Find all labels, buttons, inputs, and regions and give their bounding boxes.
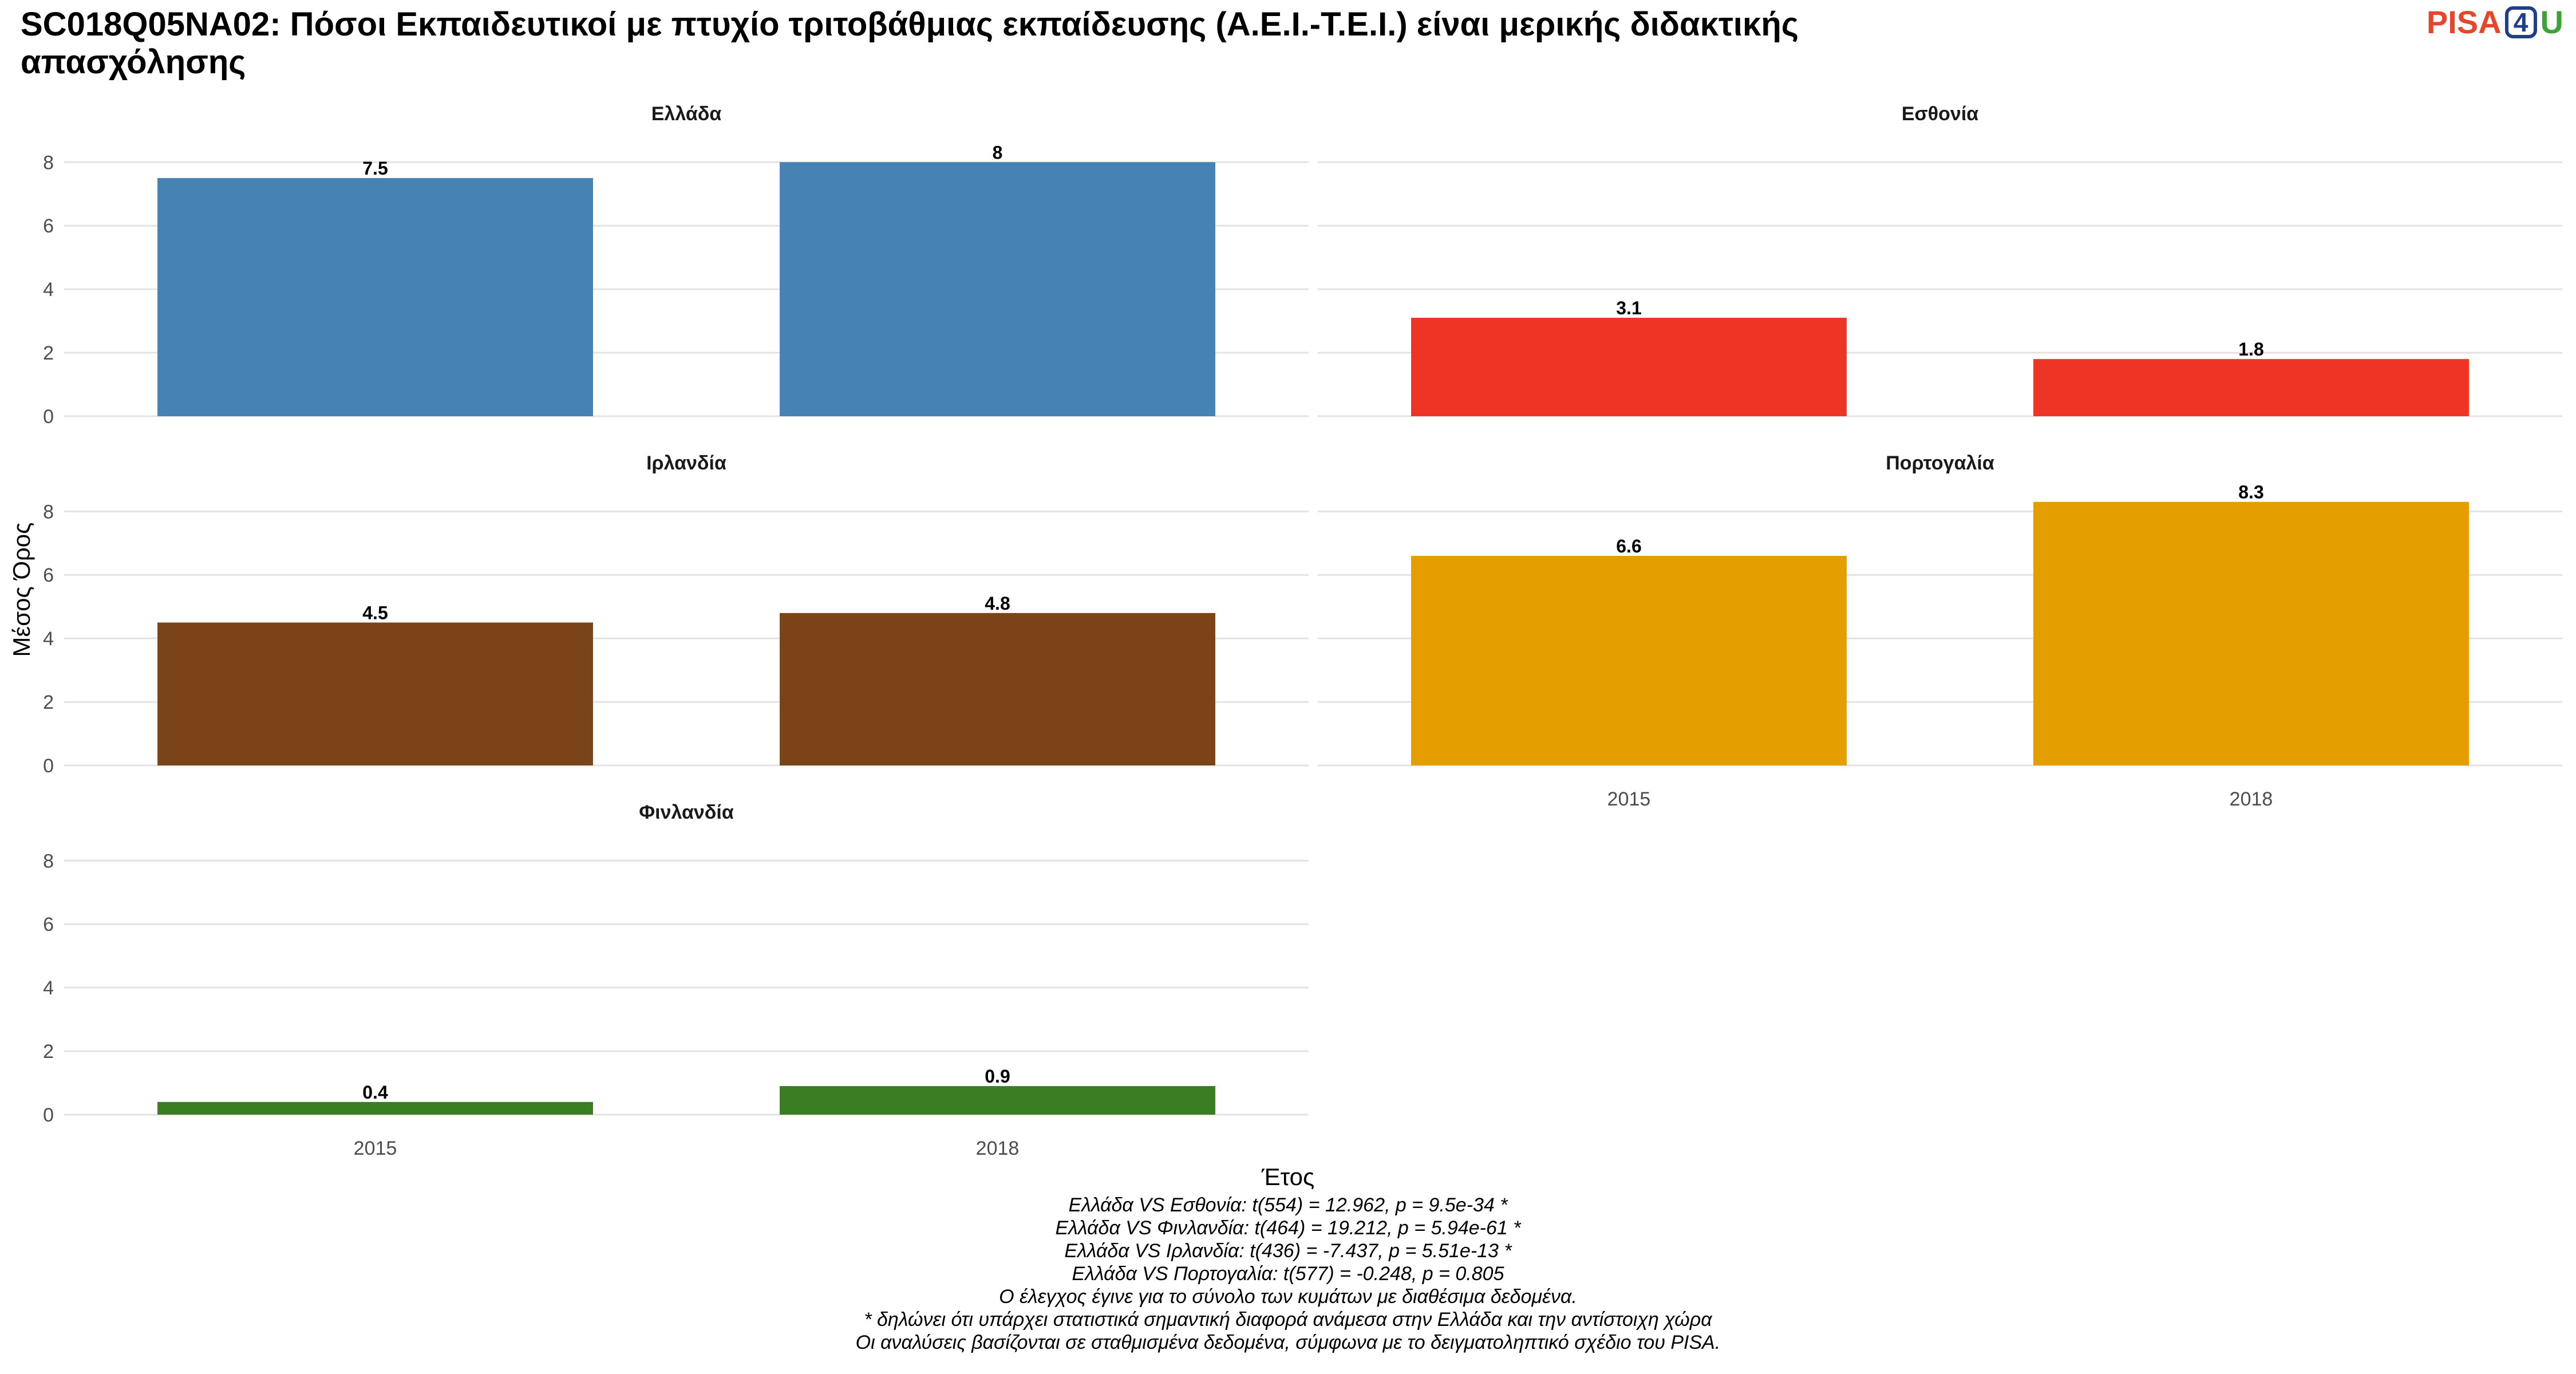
- data-label: 8: [993, 142, 1003, 163]
- y-tick-label: 6: [43, 914, 54, 935]
- footnote-line: Ελλάδα VS Φινλανδία: t(464) = 19.212, p …: [1055, 1217, 1521, 1239]
- data-label: 4.8: [985, 593, 1010, 614]
- y-tick-label: 4: [43, 628, 54, 650]
- x-tick-label: 2018: [976, 1138, 1020, 1159]
- x-tick-label: 2015: [354, 1138, 397, 1159]
- x-axis-title: Έτος: [1261, 1163, 1315, 1190]
- y-tick-label: 2: [43, 1041, 54, 1063]
- bar: [1411, 555, 1847, 765]
- data-label: 7.5: [362, 158, 388, 179]
- bar: [780, 1086, 1215, 1115]
- y-tick-label: 8: [43, 850, 54, 872]
- panel-title: Ελλάδα: [651, 103, 722, 125]
- panel-title: Πορτογαλία: [1886, 452, 1994, 474]
- bar: [1411, 318, 1847, 416]
- bar: [780, 162, 1215, 416]
- logo-text-pisa: PISA: [2426, 4, 2502, 40]
- y-tick-label: 4: [43, 977, 54, 999]
- y-tick-label: 6: [43, 215, 54, 237]
- data-label: 0.9: [985, 1066, 1010, 1087]
- bar: [157, 1101, 593, 1115]
- panel-title: Εσθονία: [1902, 103, 1978, 125]
- data-label: 1.8: [2238, 339, 2263, 360]
- bar: [157, 178, 593, 416]
- y-tick-label: 4: [43, 279, 54, 301]
- footnote-line: Ελλάδα VS Πορτογαλία: t(577) = -0.248, p…: [1072, 1263, 1504, 1285]
- footnote-line: Οι αναλύσεις βασίζονται σε σταθμισμένα δ…: [855, 1332, 1721, 1353]
- y-tick-label: 0: [43, 755, 54, 777]
- panel-title: Φινλανδία: [639, 802, 734, 823]
- footnote-line: Ελλάδα VS Ιρλανδία: t(436) = -7.437, p =…: [1064, 1240, 1512, 1262]
- data-label: 8.3: [2238, 482, 2263, 503]
- footnotes: Ελλάδα VS Εσθονία: t(554) = 12.962, p = …: [0, 1194, 2576, 1354]
- data-label: 3.1: [1616, 298, 1641, 318]
- y-tick-label: 2: [43, 692, 54, 713]
- footnote-line: Ο έλεγχος έγινε για το σύνολο των κυμάτω…: [999, 1286, 1577, 1308]
- pisa4u-logo: PISA 4 U: [2427, 3, 2563, 41]
- panel-title: Ιρλανδία: [646, 452, 726, 474]
- data-label: 0.4: [362, 1082, 388, 1103]
- footnote-line: * δηλώνει ότι υπάρχει στατιστικά σημαντι…: [864, 1309, 1712, 1330]
- y-tick-label: 8: [43, 152, 54, 173]
- y-tick-label: 8: [43, 501, 54, 523]
- bar: [157, 622, 593, 765]
- y-tick-label: 0: [43, 1104, 54, 1126]
- y-tick-label: 6: [43, 564, 54, 586]
- bar: [780, 613, 1215, 765]
- bar: [2033, 502, 2469, 765]
- y-tick-label: 2: [43, 342, 54, 364]
- logo-text-u: U: [2540, 4, 2563, 40]
- x-tick-label: 2015: [1607, 788, 1651, 810]
- y-axis-title: Μέσος Όρος: [8, 523, 35, 657]
- data-label: 6.6: [1616, 536, 1641, 556]
- y-tick-label: 0: [43, 406, 54, 428]
- footnote-line: Ελλάδα VS Εσθονία: t(554) = 12.962, p = …: [1068, 1194, 1508, 1216]
- bar: [2033, 359, 2469, 416]
- chart-title: SC018Q05NA02: Πόσοι Εκπαιδευτικοί με πτυ…: [21, 6, 1799, 81]
- logo-text-four: 4: [2504, 6, 2537, 38]
- data-label: 4.5: [362, 602, 388, 623]
- x-tick-label: 2018: [2230, 788, 2273, 810]
